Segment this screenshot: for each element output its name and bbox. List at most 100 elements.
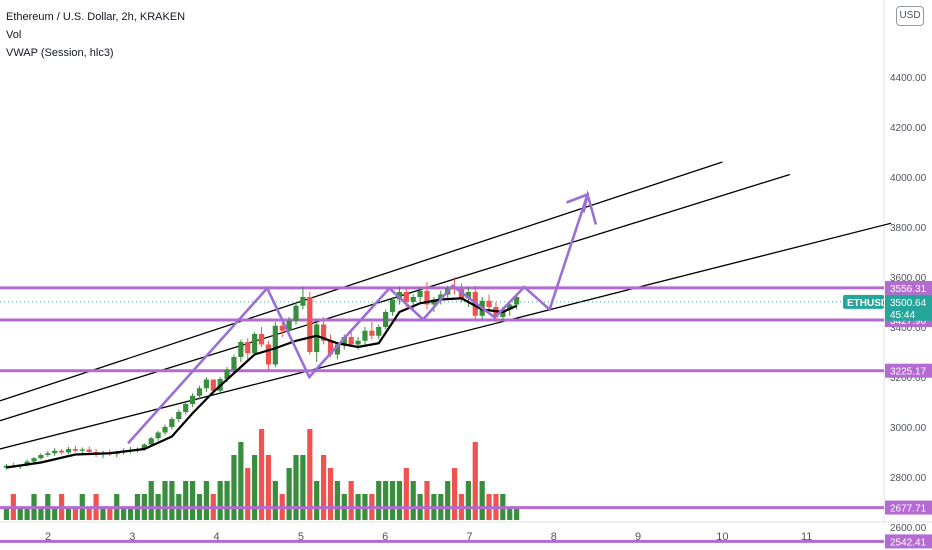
candle-body xyxy=(327,340,334,355)
y-tick-label: 4200.00 xyxy=(890,123,927,134)
y-tick-label: 3800.00 xyxy=(890,223,927,234)
candle-body xyxy=(231,357,237,370)
candle-body xyxy=(403,292,409,302)
candle-body xyxy=(210,379,216,391)
level-price-label: 3427.90 xyxy=(890,316,927,327)
candle-body xyxy=(24,461,30,465)
candle-body xyxy=(258,334,265,345)
candle-body xyxy=(155,432,161,439)
volume-bar xyxy=(183,481,189,520)
candle-body xyxy=(369,330,375,336)
x-tick-label: 11 xyxy=(801,531,812,543)
y-tick-label: 3200.00 xyxy=(890,373,927,384)
candle-body xyxy=(410,297,416,302)
candle-body xyxy=(293,305,299,321)
volume-bar xyxy=(389,481,396,520)
candle-body xyxy=(341,337,347,345)
candle-body xyxy=(86,449,92,452)
volume-bar xyxy=(24,507,30,520)
projection-arrowhead xyxy=(566,192,590,213)
candle-body xyxy=(162,427,168,433)
level-price-tag xyxy=(885,500,932,515)
level-price-label: 3556.31 xyxy=(890,284,927,295)
candle-body xyxy=(424,290,430,305)
candle-body xyxy=(320,324,327,341)
volume-bar xyxy=(286,468,292,520)
volume-bar xyxy=(245,468,251,520)
volume-bar xyxy=(72,507,78,520)
candle-body xyxy=(169,419,175,427)
volume-bar xyxy=(327,468,334,520)
x-tick-label: 5 xyxy=(298,531,304,543)
symbol-tag xyxy=(843,294,884,309)
candle-body xyxy=(45,453,51,455)
candle-body xyxy=(417,290,423,297)
volume-bar xyxy=(472,442,478,520)
volume-bar xyxy=(424,481,430,520)
candle-body xyxy=(148,438,154,445)
vwap-indicator-label: VWAP (Session, hlc3) xyxy=(6,47,114,59)
volume-bar xyxy=(479,481,485,520)
volume-bar xyxy=(65,507,72,520)
volume-bar xyxy=(107,507,113,520)
candle-body xyxy=(38,455,44,459)
candle-body xyxy=(79,449,85,451)
currency-button[interactable]: USD xyxy=(896,6,924,26)
volume-bar xyxy=(203,481,209,520)
volume-bar xyxy=(169,481,175,520)
y-tick-label: 3000.00 xyxy=(890,423,927,434)
channel-line xyxy=(0,173,791,422)
x-tick-label: 9 xyxy=(635,531,641,543)
volume-bar xyxy=(162,481,168,520)
x-tick-label: 4 xyxy=(214,531,220,543)
volume-bar xyxy=(100,507,106,520)
countdown-label: 45:44 xyxy=(890,310,915,321)
volume-bar xyxy=(238,442,244,520)
candle-body xyxy=(486,300,492,307)
symbol-tag-label: ETHUSD xyxy=(847,298,888,309)
chart-legend: Ethereum / U.S. Dollar, 2h, KRAKEN Vol V… xyxy=(6,8,185,62)
candle-body xyxy=(245,342,251,354)
candle-body xyxy=(59,450,65,453)
level-price-tag xyxy=(885,280,932,295)
volume-bar xyxy=(252,455,258,520)
last-price-label: 3500.64 xyxy=(890,298,927,309)
volume-bar xyxy=(127,507,134,520)
y-tick-label: 2600.00 xyxy=(890,523,927,534)
volume-bar xyxy=(445,481,451,520)
volume-bar xyxy=(307,429,313,520)
candle-body xyxy=(196,388,203,396)
candle-body xyxy=(431,299,437,305)
candle-body xyxy=(334,344,340,355)
candle-body xyxy=(183,404,189,412)
candle-body xyxy=(307,297,313,352)
level-price-label: 2677.71 xyxy=(890,504,927,515)
volume-bar xyxy=(272,481,278,520)
candle-body xyxy=(252,334,258,354)
volume-bar xyxy=(514,507,520,520)
x-tick-label: 2 xyxy=(45,531,51,543)
y-tick-label: 4400.00 xyxy=(890,73,927,84)
candle-body xyxy=(314,324,320,352)
volume-bar xyxy=(465,481,471,520)
y-tick-label: 4000.00 xyxy=(890,173,927,184)
x-tick-label: 8 xyxy=(551,531,557,543)
candle-body xyxy=(272,325,278,365)
candle-body xyxy=(500,309,506,317)
vwap-line xyxy=(6,297,518,469)
volume-bar xyxy=(121,507,127,520)
level-price-tag xyxy=(885,534,932,549)
volume-bar xyxy=(320,455,327,520)
candle-body xyxy=(265,344,272,365)
volume-bar xyxy=(314,481,320,520)
candle-body xyxy=(203,379,209,389)
candle-body xyxy=(141,444,147,449)
volume-bar xyxy=(258,429,265,520)
volume-bar xyxy=(86,507,92,520)
volume-bar xyxy=(148,481,154,520)
candle-body xyxy=(189,395,196,404)
volume-bar xyxy=(17,507,23,520)
candle-body xyxy=(514,297,520,305)
candle-body xyxy=(176,412,182,419)
